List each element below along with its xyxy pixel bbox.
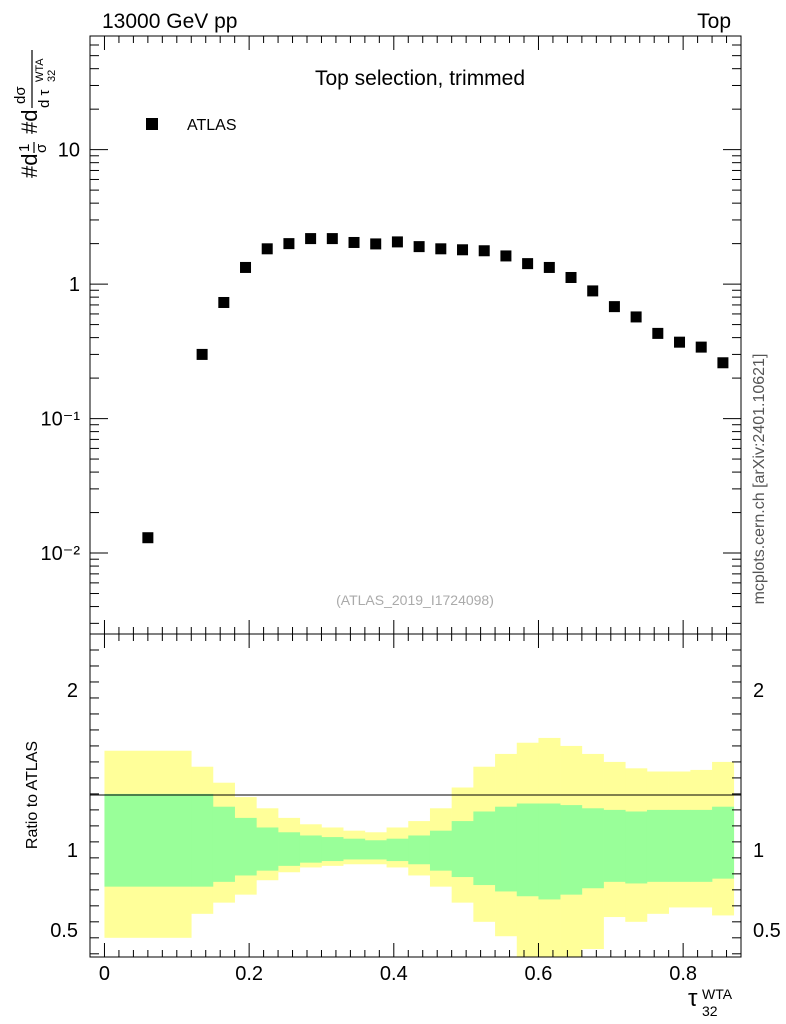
data-point — [543, 261, 555, 273]
band-segment — [256, 827, 279, 871]
svg-text:1: 1 — [16, 144, 33, 152]
band-segment — [234, 817, 257, 876]
x-tick-label: 0.6 — [525, 963, 553, 985]
y-tick-label: 0.5 — [50, 920, 78, 942]
band-segment — [495, 806, 518, 892]
svg-text:WTA: WTA — [34, 58, 46, 82]
data-point — [391, 236, 403, 248]
svg-text:#d: #d — [17, 154, 42, 178]
y-tick-label: 2 — [67, 680, 78, 702]
data-point — [652, 327, 664, 339]
analysis-id-label: (ATLAS_2019_I1724098) — [336, 592, 494, 608]
band-segment — [560, 805, 583, 895]
band-segment — [212, 806, 235, 882]
data-point — [413, 241, 425, 253]
y-tick-label: 10⁻² — [41, 543, 81, 565]
main-axis-ticks: 10⁻² 10⁻¹ 1 10 — [41, 35, 741, 634]
band-segment — [386, 838, 409, 862]
svg-text:#d: #d — [17, 110, 42, 134]
legend-marker-atlas — [146, 118, 158, 130]
data-point — [196, 348, 208, 360]
data-point — [717, 357, 729, 369]
data-point — [240, 261, 252, 273]
data-point — [608, 301, 620, 313]
band-segment — [451, 821, 474, 878]
data-point — [565, 271, 577, 283]
main-chart-title: Top selection, trimmed — [315, 67, 525, 90]
main-y-axis-label: #d 1 σ #d dσ d τ WTA 32 — [12, 50, 58, 178]
data-point — [478, 245, 490, 257]
data-point — [348, 236, 360, 248]
band-segment — [408, 835, 431, 865]
band-segment — [104, 793, 192, 887]
data-point — [522, 258, 534, 270]
band-segment — [429, 830, 452, 871]
data-point — [587, 285, 599, 297]
main-data-layer — [142, 233, 729, 544]
data-point — [305, 233, 317, 245]
band-segment — [690, 809, 713, 882]
data-point — [674, 336, 686, 348]
data-point — [261, 243, 273, 255]
band-segment — [364, 840, 387, 860]
svg-text:τ: τ — [688, 985, 698, 1012]
header-left-label: 13000 GeV pp — [102, 10, 237, 33]
data-point — [630, 311, 642, 323]
svg-text:d τ: d τ — [36, 89, 53, 108]
ratio-axis-ticks: 0 0.2 0.4 0.6 0.8 0.5 0.5 1 1 2 2 — [50, 633, 781, 985]
x-tick-label: 0 — [99, 963, 110, 985]
band-segment — [299, 835, 322, 863]
legend-label-atlas: ATLAS — [187, 117, 237, 134]
svg-text:WTA: WTA — [702, 986, 733, 1002]
svg-text:dσ: dσ — [12, 86, 29, 104]
band-segment — [603, 809, 626, 882]
data-point — [370, 238, 382, 250]
side-credit-label: mcplots.cern.ch [arXiv:2401.10621] — [751, 354, 768, 605]
y-tick-label: 10 — [58, 140, 80, 162]
header-right-label: Top — [697, 10, 731, 33]
ratio-y-axis-label: Ratio to ATLAS — [24, 741, 41, 849]
x-tick-label: 0.4 — [380, 963, 408, 985]
data-point — [500, 250, 512, 262]
ratio-plot-panel: 0 0.2 0.4 0.6 0.8 0.5 0.5 1 1 2 2 Ratio to ATLAS τ… — [24, 633, 781, 1019]
band-segment — [343, 838, 366, 860]
ratio-plot-frame — [89, 633, 742, 958]
data-point — [435, 243, 447, 255]
y-tick-label: 1 — [67, 840, 78, 862]
band-segment — [646, 809, 669, 882]
y-tick-label-right: 0.5 — [753, 920, 781, 942]
x-axis-label: τ WTA 32 — [688, 985, 733, 1019]
band-segment — [538, 803, 561, 900]
band-segment — [712, 806, 735, 879]
band-segment — [668, 809, 691, 882]
band-segment — [581, 808, 604, 889]
data-point — [326, 233, 338, 245]
y-tick-label: 10⁻¹ — [41, 409, 81, 431]
data-point — [695, 341, 707, 353]
main-plot-panel: 10⁻² 10⁻¹ 1 10 Top selection, trimmed ATLAS… — [12, 35, 742, 635]
y-tick-label-right: 2 — [753, 680, 764, 702]
svg-text:32: 32 — [46, 70, 58, 82]
band-segment — [516, 803, 539, 897]
data-point — [218, 296, 230, 308]
band-segment — [191, 793, 214, 887]
svg-text:32: 32 — [702, 1003, 718, 1019]
y-tick-label: 1 — [69, 274, 80, 296]
x-tick-label: 0.2 — [235, 963, 263, 985]
band-segment — [473, 811, 496, 886]
x-tick-label: 0.8 — [669, 963, 697, 985]
y-tick-label-right: 1 — [753, 840, 764, 862]
band-segment — [278, 832, 301, 866]
data-point — [457, 244, 469, 256]
band-segment — [625, 811, 648, 884]
ratio-bands-layer — [104, 737, 735, 957]
data-point — [142, 532, 154, 544]
band-segment — [321, 837, 344, 862]
data-point — [283, 238, 295, 250]
svg-text:σ: σ — [33, 143, 50, 153]
